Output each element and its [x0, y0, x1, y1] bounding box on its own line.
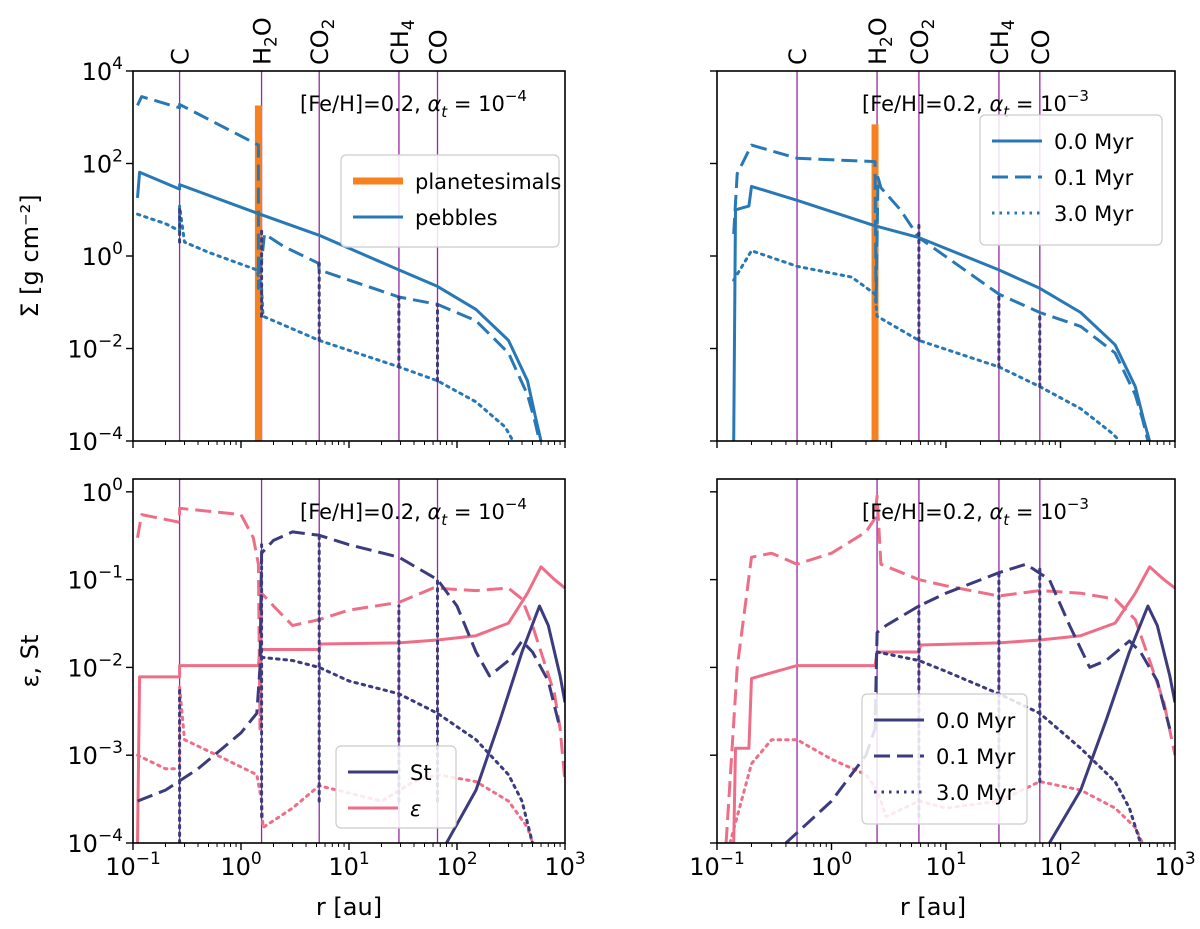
panel-annotation: [Fe/H]=0.2, αt = 10−3 [862, 87, 1089, 121]
series-3-0-myr [732, 249, 1122, 441]
series-st-0-0-myr [1048, 604, 1175, 843]
x-tick-label: 103 [1154, 849, 1195, 881]
legend-box [861, 693, 1028, 825]
series-3-0-myr [136, 204, 515, 441]
series--0-0-myr [136, 565, 565, 843]
legend-label: 0.1 Myr [936, 745, 1016, 769]
iceline-label-co2: CO2 [306, 19, 339, 65]
x-tick-label: 100 [811, 849, 852, 881]
legend: 0.0 Myr 0.1 Myr 3.0 Myr [861, 693, 1028, 825]
legend-box [335, 745, 457, 829]
panel-epsilon-st-alpha-1e-3: 10−1 100 101 102 103 [Fe/H]=0.2, αt = 10−3 0.0… [689, 478, 1196, 881]
series-0-1-myr [136, 95, 541, 441]
series-st-0-1-myr [136, 530, 562, 803]
legend-label: 0.0 Myr [1054, 130, 1134, 154]
legend-label: pebbles [415, 206, 498, 230]
x-tick-label: 101 [328, 849, 369, 881]
iceline-label-ch4: CH4 [386, 19, 419, 65]
legend-label: 3.0 Myr [1054, 202, 1134, 226]
y-tick-label: 104 [82, 54, 123, 86]
series-0-0-myr [136, 170, 543, 441]
legend: planetesimals pebbles [340, 154, 561, 248]
iceline-label-co2: CO2 [906, 19, 939, 65]
series-group [136, 95, 543, 441]
panel-annotation: [Fe/H]=0.2, αt = 10−4 [300, 87, 527, 121]
x-tick-label: 100 [220, 849, 261, 881]
iceline-label-ch4: CH4 [986, 19, 1019, 65]
series--0-1-myr [724, 494, 1175, 843]
y-axis-label: ε, St [16, 635, 44, 688]
y-tick-label: 10−2 [67, 332, 123, 364]
y-axis-label: Σ [g cm⁻²] [16, 194, 44, 317]
legend: St ε [335, 745, 457, 829]
y-tick-label: 100 [82, 239, 123, 271]
legend-label: 3.0 Myr [936, 781, 1016, 805]
y-tick-label: 100 [82, 475, 123, 507]
series-st-3-0-myr [260, 655, 534, 843]
y-tick-label: 10−3 [67, 738, 123, 770]
x-tick-label: 10−1 [105, 849, 161, 881]
iceline-label-co: CO [425, 29, 453, 65]
legend-label: 0.0 Myr [936, 709, 1016, 733]
series-0-1-myr [732, 143, 1150, 441]
x-tick-label: 101 [925, 849, 966, 881]
series-st-0-0-myr [445, 604, 565, 843]
iceline-label-h2o: H2O [864, 17, 897, 65]
x-tick-label: 102 [436, 849, 477, 881]
legend-label: ε [410, 797, 421, 821]
panel-annotation: [Fe/H]=0.2, αt = 10−4 [300, 495, 527, 529]
x-tick-label: 102 [1040, 849, 1081, 881]
legend-box [979, 114, 1163, 246]
y-tick-label: 10−2 [67, 650, 123, 682]
x-axis-label-right: r [au] [900, 893, 966, 921]
y-tick-label: 10−1 [67, 563, 123, 595]
legend-box [340, 154, 560, 248]
legend-label: St [410, 761, 432, 785]
x-tick-label: 103 [544, 849, 585, 881]
legend-label: planetesimals [415, 170, 561, 194]
legend: 0.0 Myr 0.1 Myr 3.0 Myr [979, 114, 1163, 246]
iceline-label-co: CO [1027, 29, 1055, 65]
panel-epsilon-st-alpha-1e-4: 10−1 100 101 102 103 10−4 10−3 10−2 10−1 100 ε, St… [16, 475, 586, 881]
x-axis-labels: r [au] r [au] [316, 893, 966, 921]
plot-frame [132, 70, 566, 442]
series--3-0-myr [136, 685, 534, 843]
iceline-label-h2o: H2O [249, 17, 282, 65]
iceline-label-c: C [784, 48, 812, 65]
panel-annotation: [Fe/H]=0.2, αt = 10−3 [862, 495, 1089, 529]
x-tick-label: 10−1 [689, 849, 745, 881]
iceline-label-c: C [167, 48, 195, 65]
series-group [732, 143, 1152, 441]
y-tick-label: 10−4 [67, 424, 123, 456]
series--0-0-myr [732, 565, 1175, 843]
series-0-0-myr [732, 184, 1152, 441]
y-tick-label: 102 [82, 147, 123, 179]
legend-label: 0.1 Myr [1054, 166, 1134, 190]
y-tick-label: 10−4 [67, 826, 123, 858]
x-axis-label-left: r [au] [316, 893, 382, 921]
